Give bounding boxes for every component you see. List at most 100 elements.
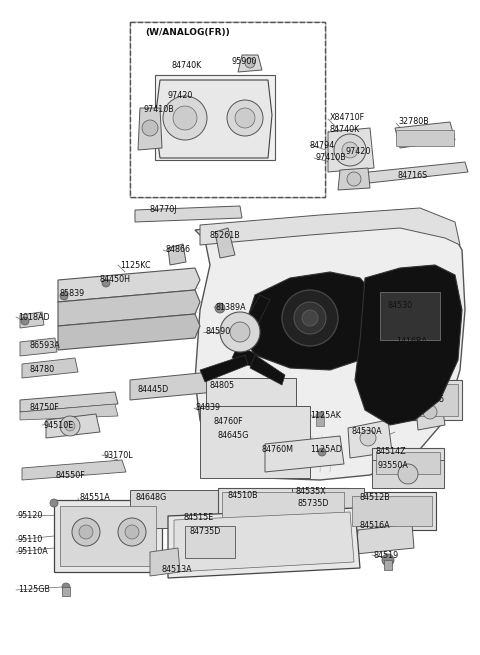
Text: 84514Z: 84514Z (376, 447, 407, 457)
Text: 84535X: 84535X (296, 487, 327, 496)
Polygon shape (215, 228, 235, 258)
Text: 32780B: 32780B (398, 117, 429, 126)
Polygon shape (355, 265, 462, 425)
Polygon shape (168, 508, 360, 578)
Circle shape (423, 405, 437, 419)
Circle shape (125, 525, 139, 539)
Polygon shape (150, 548, 180, 576)
Bar (185, 526, 235, 558)
Polygon shape (62, 587, 70, 596)
Polygon shape (232, 345, 258, 368)
Polygon shape (155, 80, 272, 158)
Polygon shape (195, 210, 465, 480)
Text: 95120: 95120 (18, 510, 43, 519)
Bar (155, 75, 275, 160)
Circle shape (163, 96, 207, 140)
Text: 84740K: 84740K (172, 60, 202, 69)
Text: 84510B: 84510B (228, 491, 259, 500)
Circle shape (118, 518, 146, 546)
Text: 84513A: 84513A (162, 565, 192, 574)
Circle shape (102, 279, 110, 287)
Text: 94510E: 94510E (44, 421, 74, 430)
Circle shape (411, 338, 419, 346)
Text: 84839: 84839 (196, 403, 221, 413)
Circle shape (142, 120, 158, 136)
Text: 84760F: 84760F (214, 417, 244, 426)
Text: 97420: 97420 (168, 90, 193, 100)
Text: 84450H: 84450H (99, 276, 130, 284)
Text: 1125AD: 1125AD (310, 445, 342, 455)
Bar (376, 452, 440, 474)
Text: 84512B: 84512B (360, 493, 391, 502)
Text: 86593A: 86593A (30, 341, 61, 350)
Text: 85839: 85839 (60, 290, 85, 299)
Circle shape (245, 58, 255, 68)
Circle shape (382, 554, 394, 566)
Polygon shape (58, 268, 200, 302)
Circle shape (65, 421, 75, 431)
Circle shape (360, 430, 376, 446)
Polygon shape (130, 372, 215, 400)
Bar (218, 488, 348, 526)
Text: 84735D: 84735D (190, 527, 221, 536)
Bar (414, 384, 458, 416)
Circle shape (396, 310, 414, 328)
Circle shape (227, 100, 263, 136)
Polygon shape (20, 312, 44, 328)
Circle shape (50, 499, 58, 507)
Text: 84794: 84794 (310, 141, 335, 149)
Text: 84515E: 84515E (183, 514, 213, 523)
Text: 84535: 84535 (420, 396, 445, 405)
Text: 84530: 84530 (388, 301, 413, 310)
Bar (348, 492, 436, 530)
Text: 1018AD: 1018AD (18, 312, 49, 322)
Bar (200, 406, 310, 478)
Polygon shape (242, 272, 375, 370)
Text: 84648G: 84648G (136, 493, 167, 502)
Polygon shape (265, 436, 344, 472)
Circle shape (60, 416, 80, 436)
Circle shape (302, 310, 318, 326)
Bar (396, 130, 454, 146)
Polygon shape (250, 355, 285, 385)
Text: 81389A: 81389A (216, 303, 247, 312)
Bar (372, 448, 444, 478)
Text: 1125KC: 1125KC (120, 261, 151, 269)
Circle shape (79, 525, 93, 539)
Bar (385, 298, 447, 340)
Circle shape (347, 172, 361, 186)
Polygon shape (328, 128, 374, 172)
Text: 84760M: 84760M (262, 445, 294, 455)
Text: 84770J: 84770J (150, 206, 178, 214)
Text: 1416BA: 1416BA (396, 337, 427, 346)
Bar (54, 500, 162, 572)
Circle shape (215, 303, 225, 313)
Polygon shape (20, 338, 57, 356)
Polygon shape (340, 162, 468, 186)
Bar (130, 22, 325, 197)
Text: 84551A: 84551A (80, 493, 111, 502)
Polygon shape (22, 358, 78, 378)
Circle shape (318, 448, 326, 456)
Circle shape (72, 518, 100, 546)
Bar (292, 488, 364, 526)
Polygon shape (240, 295, 270, 340)
Polygon shape (356, 524, 414, 554)
Polygon shape (20, 392, 118, 412)
Text: 95900: 95900 (232, 58, 257, 67)
Polygon shape (316, 416, 324, 426)
Bar (222, 492, 344, 522)
Text: 84445D: 84445D (138, 386, 169, 394)
Bar (130, 22, 325, 197)
Bar (380, 292, 440, 340)
Text: 84530A: 84530A (352, 428, 383, 436)
Circle shape (21, 317, 29, 325)
Circle shape (62, 583, 70, 591)
Text: 84866: 84866 (165, 246, 190, 255)
Text: 95110A: 95110A (18, 548, 49, 557)
Polygon shape (20, 404, 118, 420)
Circle shape (342, 142, 358, 158)
Bar (410, 380, 462, 420)
Circle shape (60, 292, 68, 300)
Text: 84740K: 84740K (330, 126, 360, 134)
